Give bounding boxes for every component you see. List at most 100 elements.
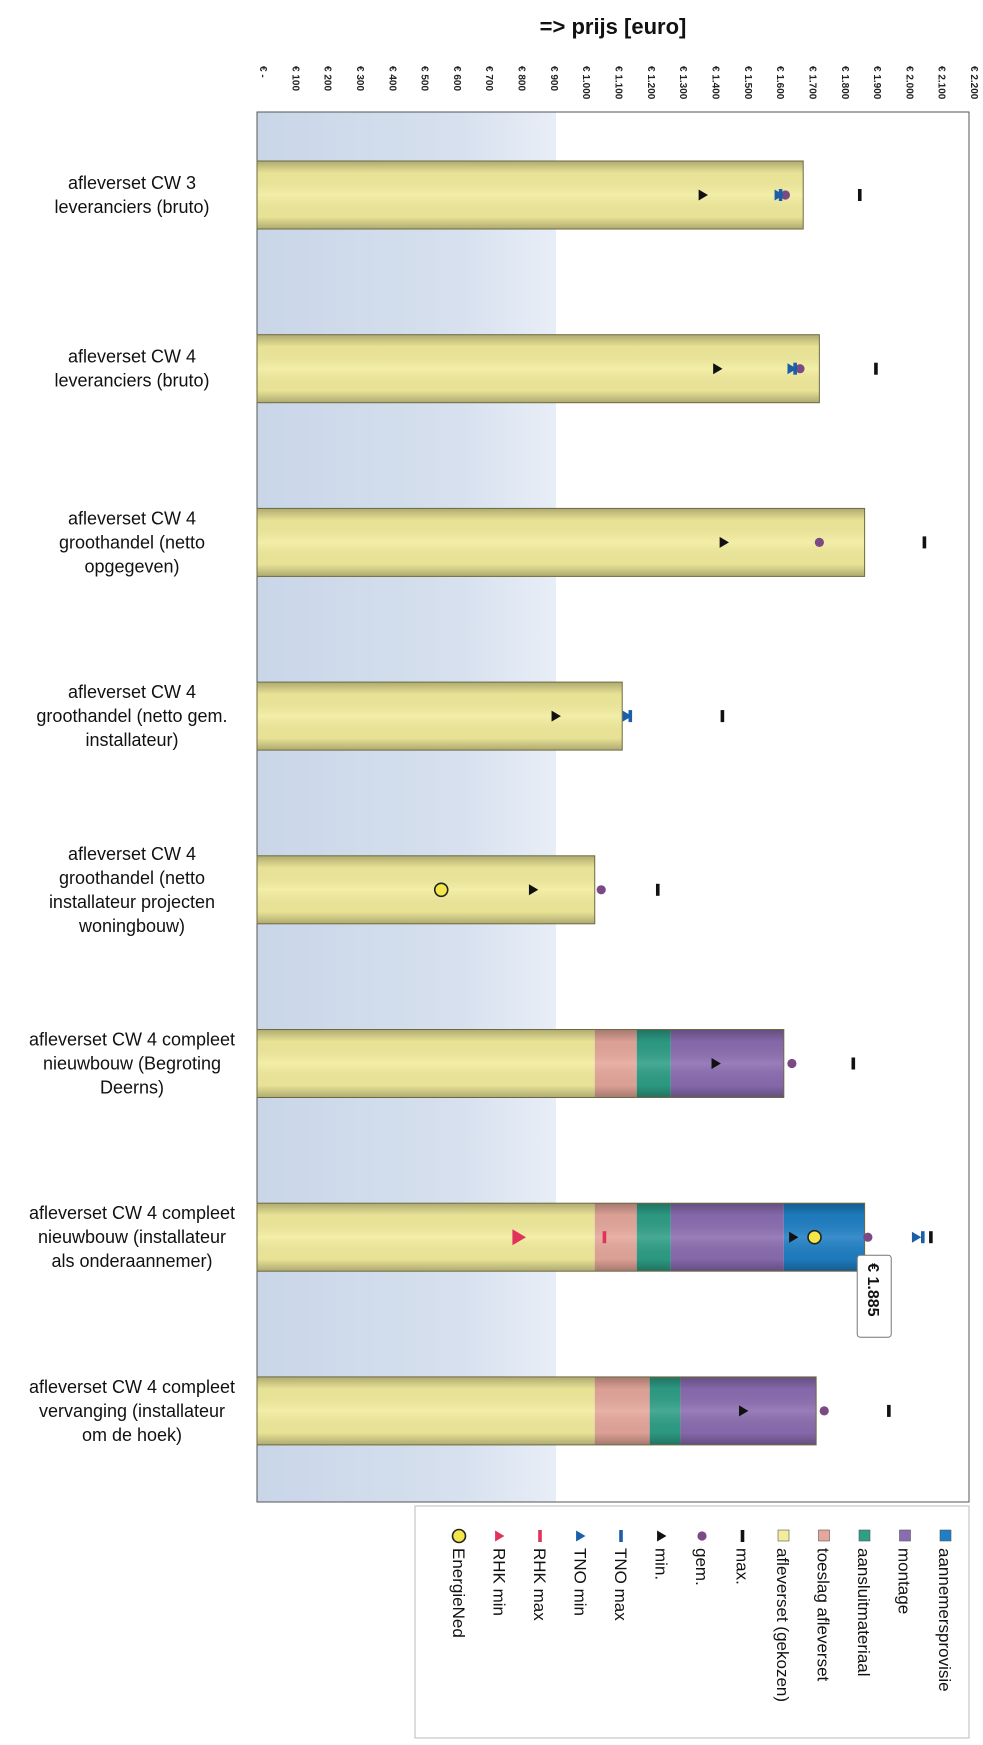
category-label: installateur projecten bbox=[49, 892, 215, 912]
x-axis-title: => prijs [euro] bbox=[540, 14, 687, 39]
legend-label: aannemersprovisie bbox=[935, 1548, 954, 1692]
bar-shading bbox=[257, 855, 595, 924]
x-tick-label: € 400 bbox=[386, 66, 397, 91]
marker-circle bbox=[433, 882, 449, 898]
marker-circle bbox=[451, 1528, 467, 1544]
marker-triangle bbox=[719, 536, 729, 548]
callout-label: € 1.885 bbox=[864, 1263, 881, 1316]
legend-swatch bbox=[777, 1529, 790, 1542]
x-tick-label: € 1.300 bbox=[677, 66, 688, 100]
x-tick-label: € 2.000 bbox=[903, 66, 914, 100]
marker-triangle bbox=[622, 710, 633, 722]
category-label: als onderaannemer) bbox=[51, 1251, 212, 1271]
marker-dot bbox=[819, 1406, 829, 1416]
bar-shading bbox=[257, 508, 865, 577]
category-label: afleverset CW 4 bbox=[68, 682, 196, 702]
category-label: nieuwbouw (installateur bbox=[38, 1227, 226, 1247]
x-tick-label: € 800 bbox=[516, 66, 527, 91]
x-axis-ticks: € - € 100 € 200 € 300 € 400 € 500 € 600 € 700 € … bbox=[257, 66, 979, 100]
legend-swatch bbox=[858, 1529, 871, 1542]
marker-dot bbox=[697, 1531, 707, 1541]
marker-triangle bbox=[528, 884, 539, 896]
marker-dash bbox=[887, 1404, 891, 1417]
legend-label: afleverset (gekozen) bbox=[773, 1548, 792, 1702]
marker-triangle bbox=[739, 1405, 749, 1417]
category-label: opgegeven) bbox=[84, 556, 179, 576]
marker-dot bbox=[795, 364, 805, 374]
stacked-bars bbox=[256, 160, 866, 1446]
marker-triangle bbox=[774, 189, 784, 201]
bar-outline bbox=[256, 1029, 785, 1098]
marker-dot bbox=[596, 885, 606, 895]
marker-circle bbox=[807, 1229, 822, 1245]
legend-label: TNO min bbox=[571, 1548, 590, 1616]
bar-outline bbox=[256, 334, 820, 404]
bar-outline bbox=[256, 507, 866, 577]
bar-shading bbox=[257, 1029, 784, 1098]
x-tick-label: € 1.500 bbox=[742, 66, 753, 100]
x-tick-label: € 1.400 bbox=[709, 66, 720, 100]
marker-triangle bbox=[787, 363, 797, 375]
category-label: leveranciers (bruto) bbox=[54, 371, 209, 391]
marker-triangle bbox=[789, 1231, 799, 1243]
x-tick-label: € 1.100 bbox=[613, 66, 624, 100]
marker-dot bbox=[814, 537, 824, 548]
marker-triangle bbox=[698, 189, 708, 201]
x-tick-label: € 700 bbox=[483, 66, 494, 91]
category-label: afleverset CW 4 compleet bbox=[29, 1377, 235, 1397]
legend-label: aansluitmateriaal bbox=[854, 1548, 873, 1677]
x-tick-label: € 200 bbox=[322, 66, 333, 91]
bar-outline bbox=[256, 1376, 817, 1446]
bar-outline bbox=[256, 160, 804, 230]
x-tick-label: € 100 bbox=[289, 66, 300, 91]
x-tick-label: € - bbox=[257, 66, 268, 78]
legend-label: RHK max bbox=[530, 1548, 549, 1621]
category-label: nieuwbouw (Begroting bbox=[43, 1054, 221, 1074]
marker-dash bbox=[922, 536, 927, 549]
bar-shading bbox=[257, 1203, 865, 1272]
marker-dash bbox=[740, 1530, 745, 1542]
marker-dash bbox=[857, 189, 862, 201]
marker-dot bbox=[863, 1232, 873, 1242]
category-label: afleverset CW 4 compleet bbox=[29, 1203, 235, 1223]
x-tick-label: € 1.900 bbox=[871, 66, 882, 100]
x-tick-label: € 300 bbox=[354, 66, 365, 91]
marker-dash bbox=[929, 1231, 933, 1244]
legend-label: max. bbox=[733, 1548, 752, 1585]
legend-label: toeslag afleverset bbox=[814, 1548, 833, 1682]
legend: aannemersprovisie montage aansluitmateriaa… bbox=[414, 1505, 970, 1739]
category-label: om de hoek) bbox=[82, 1425, 182, 1445]
legend-frame bbox=[414, 1505, 970, 1739]
category-label: groothandel (netto bbox=[59, 868, 205, 888]
x-tick-label: € 1.200 bbox=[645, 66, 656, 100]
bar-outline bbox=[256, 681, 623, 751]
marker-dash bbox=[874, 362, 878, 375]
category-label: vervanging (installateur bbox=[39, 1401, 225, 1421]
legend-label: EnergieNed bbox=[449, 1548, 468, 1638]
legend-label: min. bbox=[652, 1548, 671, 1580]
x-tick-label: € 2.100 bbox=[936, 66, 947, 100]
category-label: installateur) bbox=[85, 730, 178, 750]
legend-label: RHK min bbox=[490, 1548, 509, 1616]
marker-dot bbox=[780, 190, 791, 200]
category-label: Deerns) bbox=[100, 1078, 164, 1098]
marker-triangle bbox=[657, 1530, 667, 1542]
marker-triangle bbox=[911, 1231, 922, 1243]
category-label: woningbouw) bbox=[78, 916, 185, 936]
legend-label: montage bbox=[895, 1548, 914, 1614]
x-tick-label: € 1.800 bbox=[839, 66, 850, 100]
marker-triangle bbox=[495, 1530, 505, 1542]
legend-label: gem. bbox=[692, 1548, 711, 1586]
legend-label: TNO max bbox=[611, 1548, 630, 1621]
marker-triangle bbox=[551, 710, 561, 722]
x-tick-label: € 1.000 bbox=[580, 66, 591, 100]
category-label: leveranciers (bruto) bbox=[54, 197, 209, 217]
category-label: afleverset CW 4 compleet bbox=[29, 1030, 235, 1050]
category-label: groothandel (netto bbox=[59, 532, 205, 552]
marker-dash bbox=[619, 1530, 623, 1542]
marker-points bbox=[433, 189, 933, 1417]
bar-shading bbox=[257, 682, 623, 751]
marker-dash bbox=[538, 1530, 542, 1542]
